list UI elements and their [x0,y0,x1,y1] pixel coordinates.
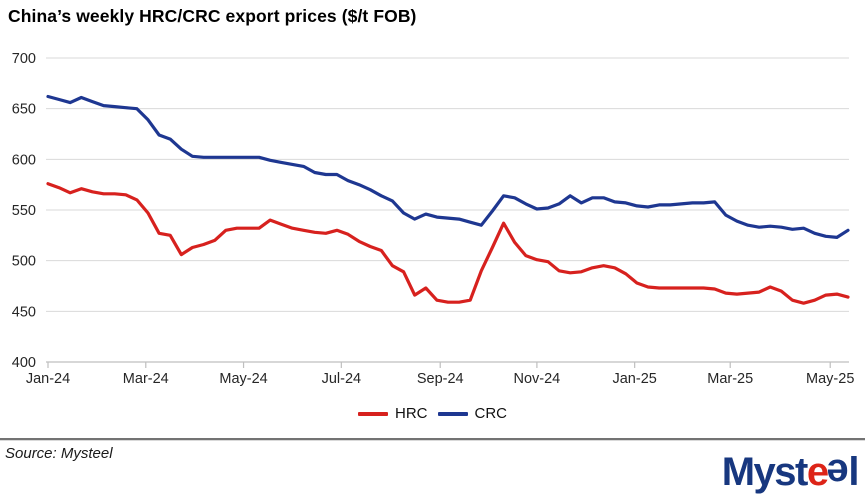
legend-label-crc: CRC [474,405,508,422]
y-tick-label-550: 550 [12,203,36,219]
y-tick-label-700: 700 [12,51,36,67]
logo-red-e: e [806,450,829,494]
series-line-hrc [46,182,850,305]
footer-divider [0,438,865,441]
x-tick-label-Jan-24: Jan-24 [26,371,70,387]
y-tick-label-450: 450 [12,304,36,320]
x-tick-label-Mar-25: Mar-25 [707,371,753,387]
chart-title: China’s weekly HRC/CRC export prices ($/… [8,6,417,26]
x-tick-label-Nov-24: Nov-24 [514,371,561,387]
y-tick-label-500: 500 [12,254,36,270]
series-line-crc [46,94,850,239]
x-tick-label-Jul-24: Jul-24 [322,371,362,387]
logo-flipped-e: e [827,451,849,495]
y-tick-label-650: 650 [12,102,36,118]
source-note: Source: Mysteel [5,445,113,462]
chart-legend: HRC CRC [0,405,865,422]
mysteel-logo: Mysteel [721,450,860,495]
hrc-line-swatch [358,411,388,416]
y-tick-label-600: 600 [12,152,36,168]
legend-label-hrc: HRC [395,405,428,422]
x-tick-label-Mar-24: Mar-24 [123,371,169,387]
logo-text-end: l [848,450,859,494]
crc-line-swatch [437,411,468,416]
x-tick-label-Sep-24: Sep-24 [417,371,464,387]
legend-item-crc: CRC [437,405,508,422]
price-chart: 400 450 500 550 600 650 700 Jan-24 Mar-24 May-24 J… [12,51,855,387]
logo-text-start: Myst [721,450,809,494]
x-tick-label-May-25: May-25 [806,371,854,387]
x-tick-label-Jan-25: Jan-25 [612,371,656,387]
y-tick-label-400: 400 [12,355,36,371]
x-tick-label-May-24: May-24 [219,371,267,387]
legend-item-hrc: HRC [358,405,428,422]
